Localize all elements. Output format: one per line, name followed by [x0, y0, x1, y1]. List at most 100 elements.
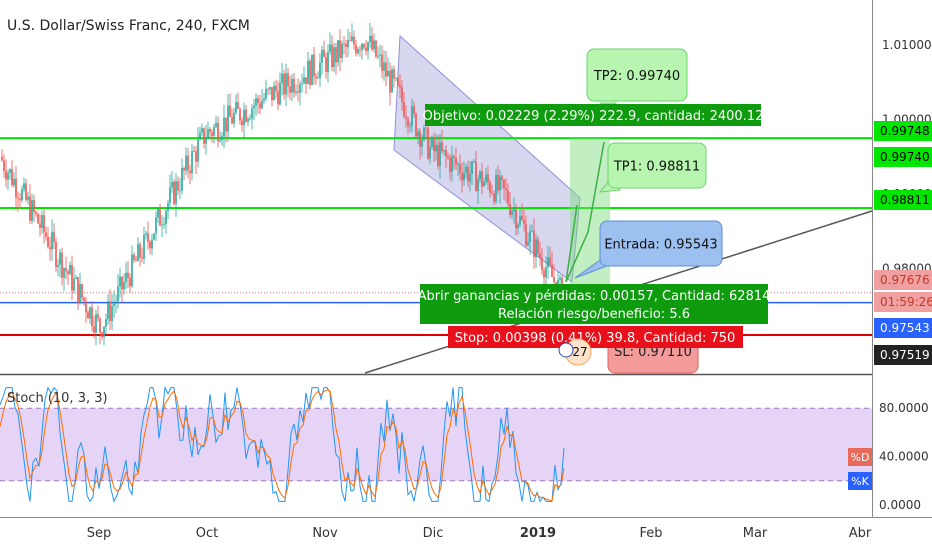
candle-body [323, 49, 325, 58]
candle-body [491, 192, 493, 194]
candle-body [71, 264, 73, 291]
candle-body [155, 217, 157, 234]
candle-body [285, 73, 287, 95]
candle-body [351, 36, 353, 41]
candle-body [261, 100, 263, 109]
candle-body [553, 277, 555, 283]
candle-body [283, 73, 285, 95]
candle-body [225, 117, 227, 132]
candle-body [437, 144, 439, 166]
candles [1, 22, 565, 346]
candle-body [513, 209, 515, 211]
candle-body [13, 178, 15, 186]
candle-body [67, 271, 69, 275]
candle-body [61, 252, 63, 278]
candle-body [137, 244, 139, 261]
candle-body [469, 173, 471, 182]
candle-body [269, 87, 271, 90]
candle-body [145, 233, 147, 235]
time-tick-label: Oct [196, 526, 218, 541]
candle-body [467, 167, 469, 182]
candle-body [239, 108, 241, 121]
candle-body [279, 82, 281, 105]
candle-body [119, 276, 121, 287]
candle-body [57, 264, 59, 267]
candle-body [7, 173, 9, 180]
candle-body [417, 131, 419, 137]
candle-body [453, 156, 455, 158]
candle-body [547, 257, 549, 268]
candle-body [335, 47, 337, 63]
tp2-callout-text: TP2: 0.99740 [593, 69, 680, 84]
time-tick-label: Feb [639, 526, 662, 541]
stoch-tick-label: 80.0000 [879, 401, 929, 415]
candle-body [51, 231, 53, 250]
candle-body [363, 43, 365, 48]
stop-text: Stop: 0.00398 (0.41%) 39.8, Cantidad: 75… [455, 331, 736, 346]
candle-body [81, 284, 83, 298]
candle-body [151, 239, 153, 249]
candle-body [473, 161, 475, 163]
candle-body [171, 181, 173, 188]
pnl-line1: Abrir ganancias y pérdidas: 0.00157, Can… [418, 289, 771, 304]
candle-body [421, 139, 423, 147]
candle-body [89, 307, 91, 319]
candle-body [309, 60, 311, 86]
candle-body [559, 277, 561, 280]
candle-body [211, 132, 213, 136]
candle-body [313, 54, 315, 77]
price-tag-text: 0.97676 [880, 273, 930, 287]
candle-body [183, 168, 185, 171]
candle-body [149, 242, 151, 249]
candle-body [411, 106, 413, 127]
candle-body [103, 326, 105, 337]
candle-body [273, 85, 275, 101]
time-tick-label: Nov [312, 526, 338, 541]
price-tag [874, 147, 932, 167]
candle-body [451, 156, 453, 172]
candle-body [255, 98, 257, 106]
tp1-callout-box [607, 142, 707, 189]
candle-body [359, 49, 361, 51]
candle-body [465, 167, 467, 173]
candle-body [349, 40, 351, 41]
candle-body [247, 118, 249, 122]
candle-body [253, 105, 255, 109]
candle-body [441, 142, 443, 152]
time-tick-label: 2019 [520, 526, 556, 541]
candle-body [17, 197, 19, 199]
candle-body [87, 312, 89, 319]
candle-body [189, 170, 191, 174]
candle-body [251, 108, 253, 119]
candle-body [337, 40, 339, 63]
time-tick-label: Abr [849, 526, 872, 541]
candle-body [271, 87, 273, 101]
candle-body [65, 268, 67, 272]
candle-body [305, 77, 307, 84]
candle-body [325, 57, 327, 72]
candle-body [471, 161, 473, 174]
candle-body [221, 136, 223, 140]
candle-body [121, 276, 123, 290]
candle-body [35, 211, 37, 214]
candle-body [447, 156, 449, 158]
candle-body [203, 128, 205, 144]
candle-body [27, 196, 29, 200]
candle-body [379, 54, 381, 56]
candle-body [177, 181, 179, 191]
candle-body [503, 179, 505, 189]
candle-body [395, 78, 397, 79]
candle-body [413, 106, 415, 114]
pnl-box [420, 284, 768, 324]
candle-body [193, 151, 195, 152]
flag-icon [558, 342, 574, 358]
candle-body [135, 260, 137, 261]
sl-callout-text: SL: 0.97110 [614, 345, 692, 360]
candle-body [15, 178, 17, 198]
candle-body [159, 209, 161, 226]
candle-body [297, 91, 299, 93]
candle-body [11, 169, 13, 186]
candle-body [175, 181, 177, 204]
candle-body [105, 318, 107, 327]
